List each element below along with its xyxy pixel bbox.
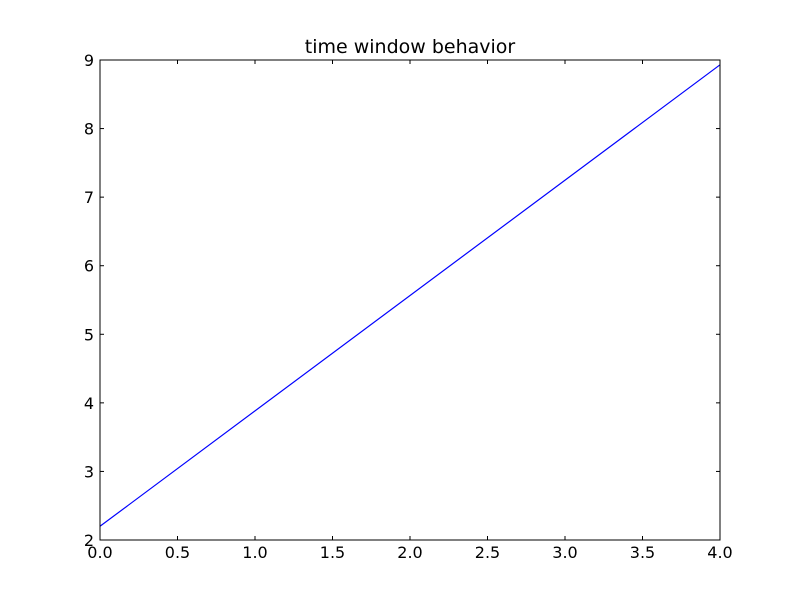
y-tick-label: 9 bbox=[84, 51, 94, 70]
y-tick-label: 2 bbox=[84, 531, 94, 550]
x-tick-label: 1.5 bbox=[320, 543, 345, 562]
x-tick-label: 2.0 bbox=[397, 543, 422, 562]
chart-title: time window behavior bbox=[305, 36, 516, 58]
x-tick-label: 0.5 bbox=[165, 543, 190, 562]
plot-area-background bbox=[100, 60, 720, 540]
x-tick-label: 2.5 bbox=[475, 543, 500, 562]
series-line-0 bbox=[99, 64, 721, 527]
y-tick-label: 4 bbox=[84, 394, 94, 413]
series-layer bbox=[99, 64, 721, 527]
x-tick-label: 3.0 bbox=[552, 543, 577, 562]
y-tick-label: 8 bbox=[84, 120, 94, 139]
y-tick-label: 5 bbox=[84, 325, 94, 344]
x-tick-label: 3.5 bbox=[630, 543, 655, 562]
y-tick-label: 6 bbox=[84, 257, 94, 276]
y-axis-ticks: 2 3 4 5 6 7 8 9 bbox=[84, 51, 720, 550]
x-tick-label: 1.0 bbox=[242, 543, 267, 562]
x-axis-ticks: 0.0 0.5 1.0 1.5 2.0 2.5 3.0 3.5 4.0 bbox=[87, 60, 733, 562]
x-tick-label: 0.0 bbox=[87, 543, 112, 562]
x-tick-label: 4.0 bbox=[707, 543, 732, 562]
y-tick-label: 3 bbox=[84, 462, 94, 481]
y-tick-label: 7 bbox=[84, 188, 94, 207]
